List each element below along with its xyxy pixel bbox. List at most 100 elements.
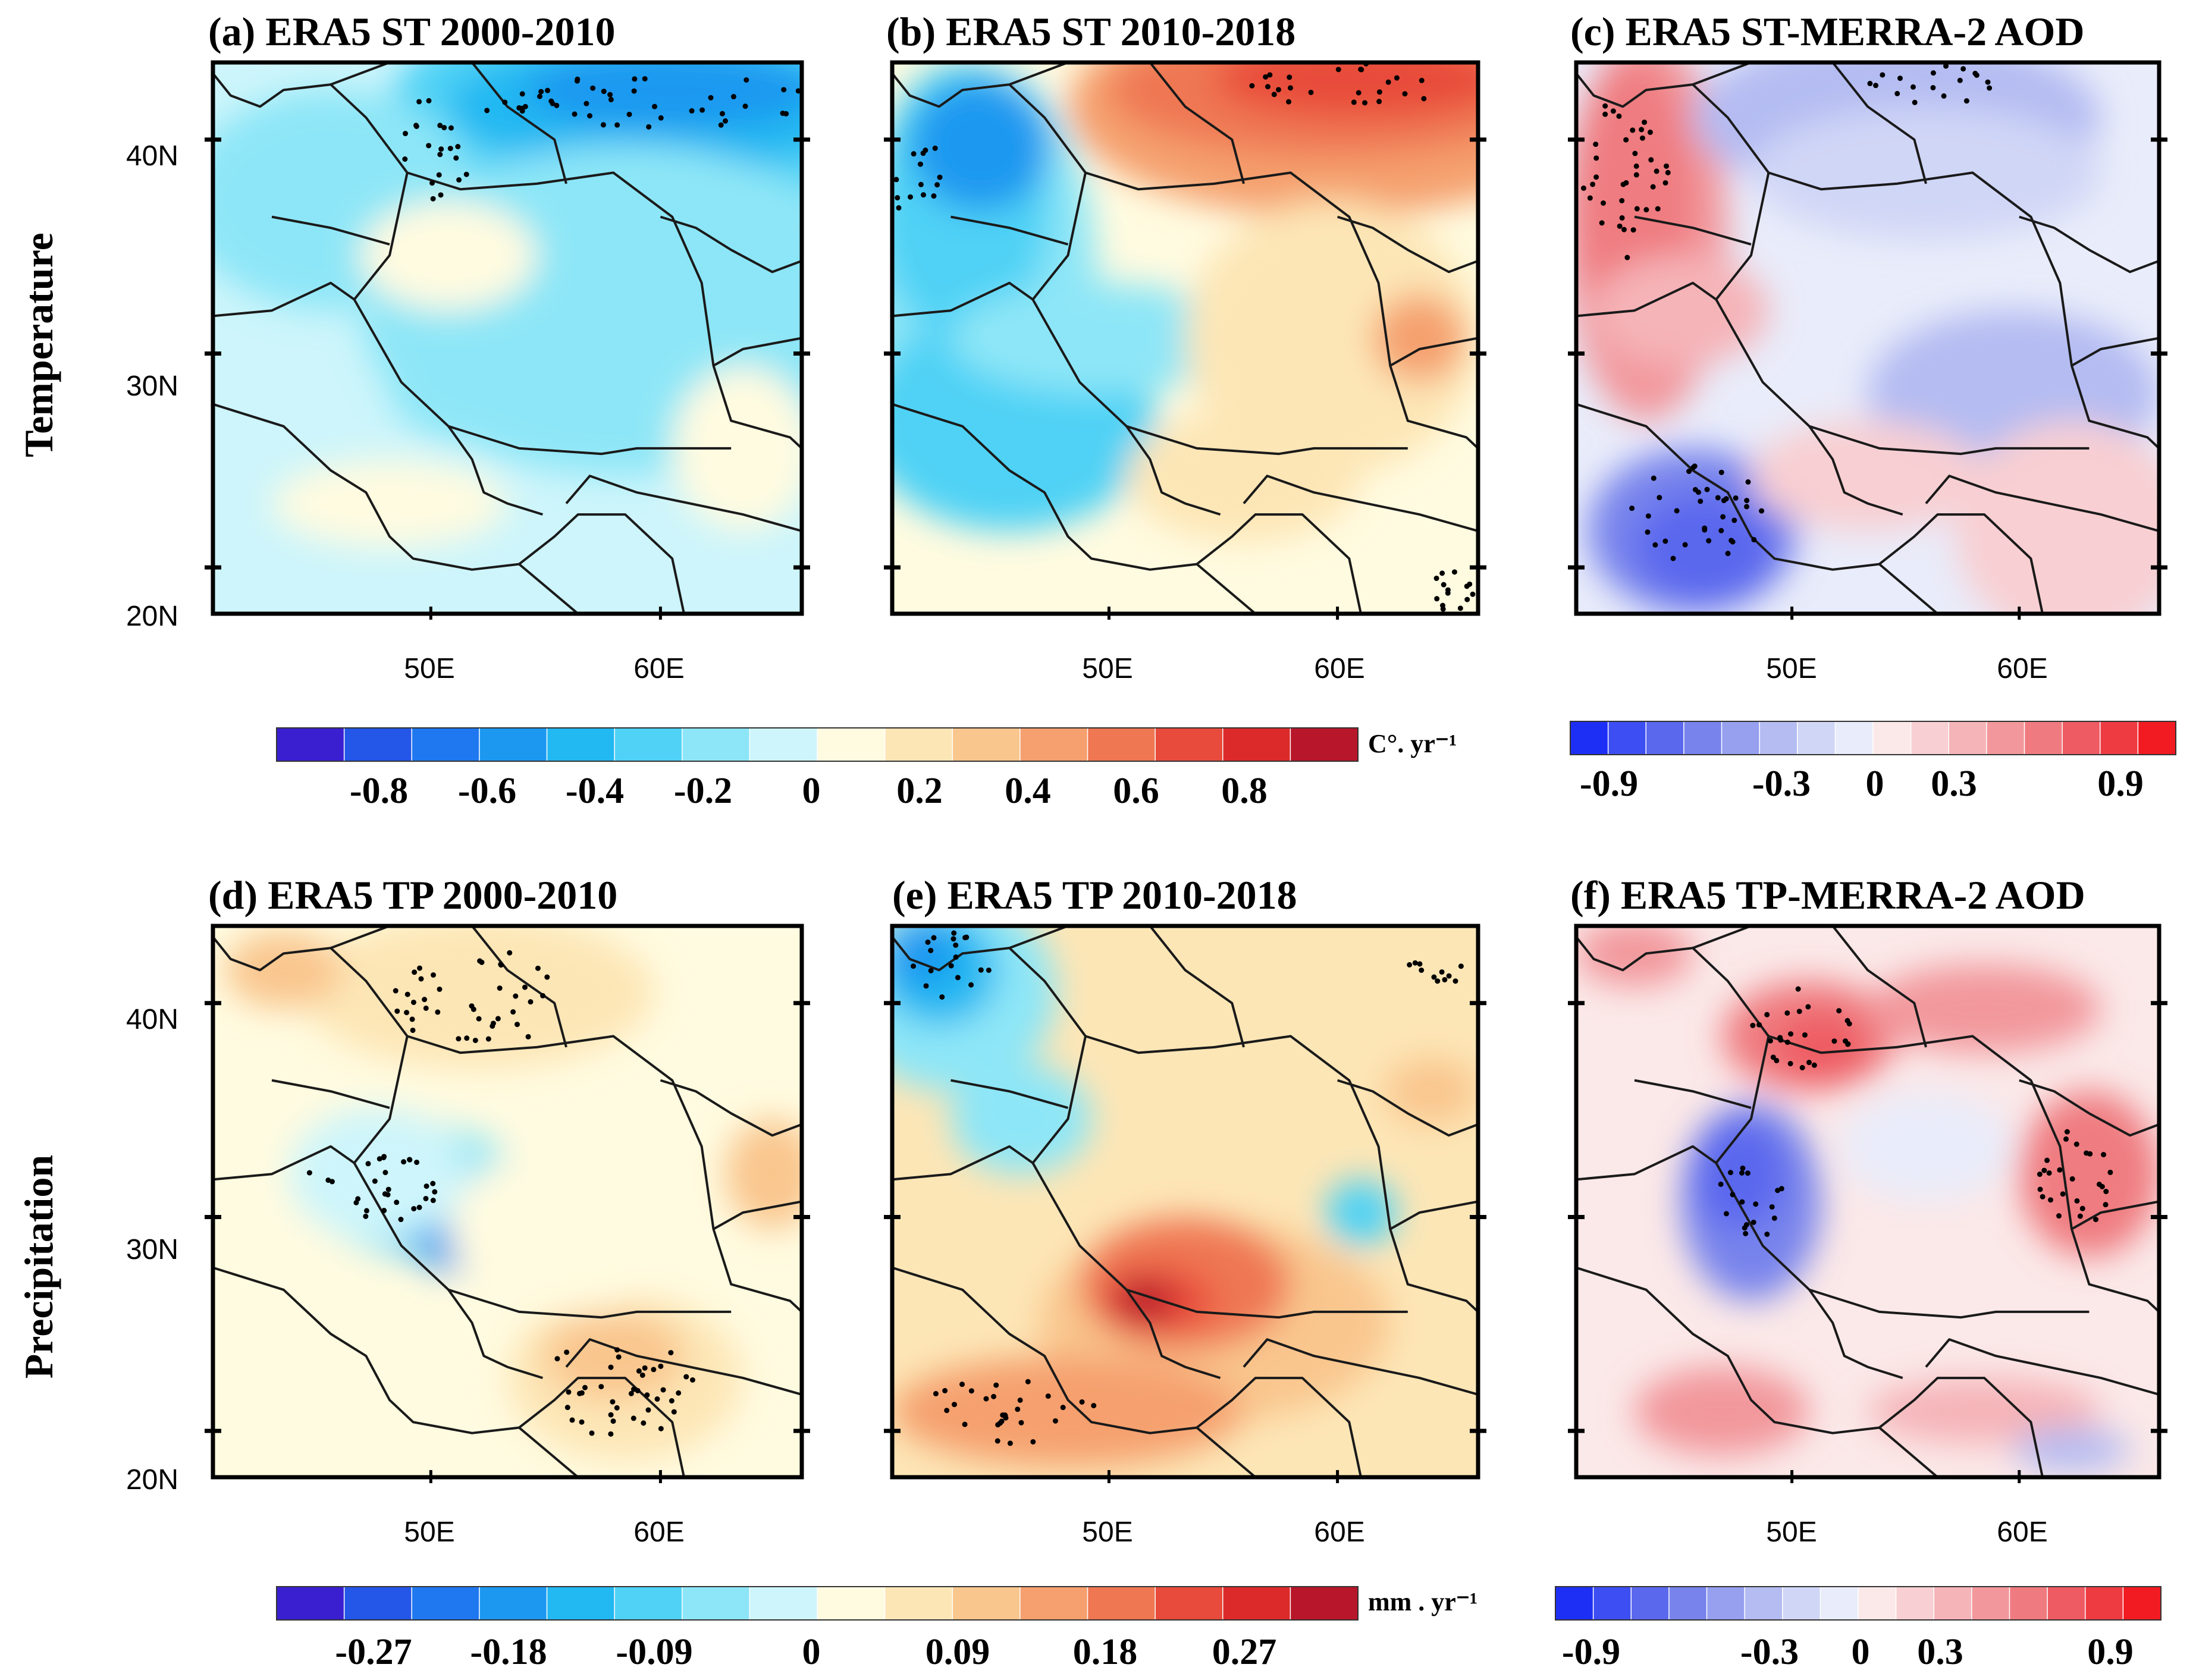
significance-dot (986, 967, 992, 973)
colorbar-frame (276, 727, 1359, 762)
significance-dot (1643, 207, 1649, 213)
significance-dot (410, 1027, 416, 1033)
cb-prec-label: -0.18 (470, 1632, 547, 1672)
significance-dot (1441, 582, 1447, 588)
significance-dot (1957, 77, 1963, 83)
panel-a-field-anomaly (390, 338, 625, 448)
significance-dot (572, 111, 578, 117)
significance-dot (1930, 70, 1936, 76)
significance-dot (1645, 513, 1651, 519)
significance-dot (1721, 498, 1727, 504)
significance-dot (1287, 85, 1293, 91)
panel-f-field-anomaly (2013, 1427, 2130, 1472)
significance-dot (1650, 184, 1656, 190)
panel-d-borders (213, 926, 802, 1477)
lon-label-50e-panel-d: 50E (404, 1516, 454, 1548)
significance-dot (2060, 1191, 2066, 1197)
country-border-line (1878, 563, 1938, 614)
significance-dot (607, 92, 613, 98)
significance-dot (1764, 1231, 1770, 1237)
panel-a-significance-dots (402, 76, 801, 202)
colorbar-frame (1570, 721, 2176, 755)
significance-dot (1910, 84, 1916, 90)
significance-dot (616, 1354, 622, 1360)
colorbar-frame (276, 1586, 1359, 1621)
significance-dot (1402, 91, 1408, 97)
significance-dot (1030, 1439, 1036, 1445)
panel-a-title: (a) ERA5 ST 2000-2010 (208, 9, 615, 54)
panel-b-ticks (884, 137, 1486, 620)
significance-dot (639, 1372, 645, 1378)
colorbar-swatch (1646, 721, 1684, 755)
significance-dot (490, 1023, 495, 1029)
country-border-line (1243, 475, 1478, 532)
significance-dot (1599, 220, 1605, 226)
significance-dot (507, 950, 513, 956)
significance-dot (1587, 195, 1593, 201)
significance-dot (911, 963, 917, 969)
cb-tcorr-label: -0.9 (1580, 764, 1638, 804)
colorbar-swatch (277, 1587, 345, 1620)
panel-d-significance-dots (306, 950, 695, 1437)
significance-dot (1720, 514, 1726, 520)
cb-temp-unit: C°. yr⁻¹ (1368, 729, 1457, 758)
significance-dot (1759, 508, 1765, 514)
significance-dot (1670, 555, 1676, 561)
country-border-line (1692, 62, 1752, 86)
significance-dot (1845, 1041, 1851, 1047)
significance-dot (2037, 1186, 2043, 1192)
significance-dot (658, 115, 664, 121)
panel-b-field-anomaly (1127, 410, 1361, 542)
significance-dot (413, 123, 419, 128)
panel-b-borders (892, 62, 1478, 614)
significance-dot (365, 1161, 371, 1167)
significance-dot (1836, 1008, 1842, 1014)
panel-a-borders (213, 62, 802, 614)
significance-dot (1795, 986, 1801, 992)
significance-dot (435, 1009, 441, 1015)
significance-dot (430, 1180, 436, 1186)
significance-dot (513, 993, 519, 999)
significance-dot (2037, 1172, 2043, 1177)
panel-d-ticks (205, 1001, 810, 1483)
panel-d-field-anomaly (548, 953, 643, 1009)
panel-a-frame (211, 60, 804, 616)
significance-dot (535, 965, 541, 971)
significance-dot (1769, 1204, 1775, 1210)
significance-dot (1727, 1170, 1733, 1176)
significance-dot (1286, 99, 1292, 105)
significance-dot (907, 194, 913, 200)
significance-dot (1657, 495, 1662, 501)
country-border-line (1808, 1289, 1903, 1380)
significance-dot (398, 1217, 404, 1223)
significance-dot (576, 1390, 582, 1396)
significance-dot (423, 1183, 429, 1189)
significance-dot (538, 89, 544, 95)
significance-dot (495, 1016, 501, 1022)
significance-dot (456, 177, 462, 183)
significance-dot (2044, 1157, 2050, 1163)
panel-d-field-anomaly (289, 1107, 466, 1241)
significance-dot (1718, 1181, 1724, 1187)
significance-dot (472, 1037, 478, 1043)
colorbar-swatch (1896, 1587, 1934, 1620)
significance-dot (645, 1407, 651, 1413)
significance-dot (1745, 479, 1751, 485)
significance-dot (522, 984, 528, 990)
significance-dot (1654, 168, 1659, 174)
significance-dot (948, 963, 954, 969)
colorbar-swatch (1290, 728, 1359, 761)
colorbar-precipitation-trend (276, 1586, 1359, 1621)
significance-dot (1458, 963, 1464, 969)
significance-dot (683, 1374, 689, 1380)
colorbar-swatch (682, 728, 750, 761)
significance-dot (1912, 99, 1918, 105)
significance-dot (1623, 180, 1629, 186)
country-border-line (1243, 1338, 1478, 1396)
country-border-line (1808, 425, 1903, 516)
significance-dot (614, 1347, 620, 1353)
significance-dot (515, 1022, 520, 1028)
significance-dot (600, 122, 606, 128)
significance-dot (1715, 495, 1721, 501)
significance-dot (2093, 1217, 2099, 1223)
